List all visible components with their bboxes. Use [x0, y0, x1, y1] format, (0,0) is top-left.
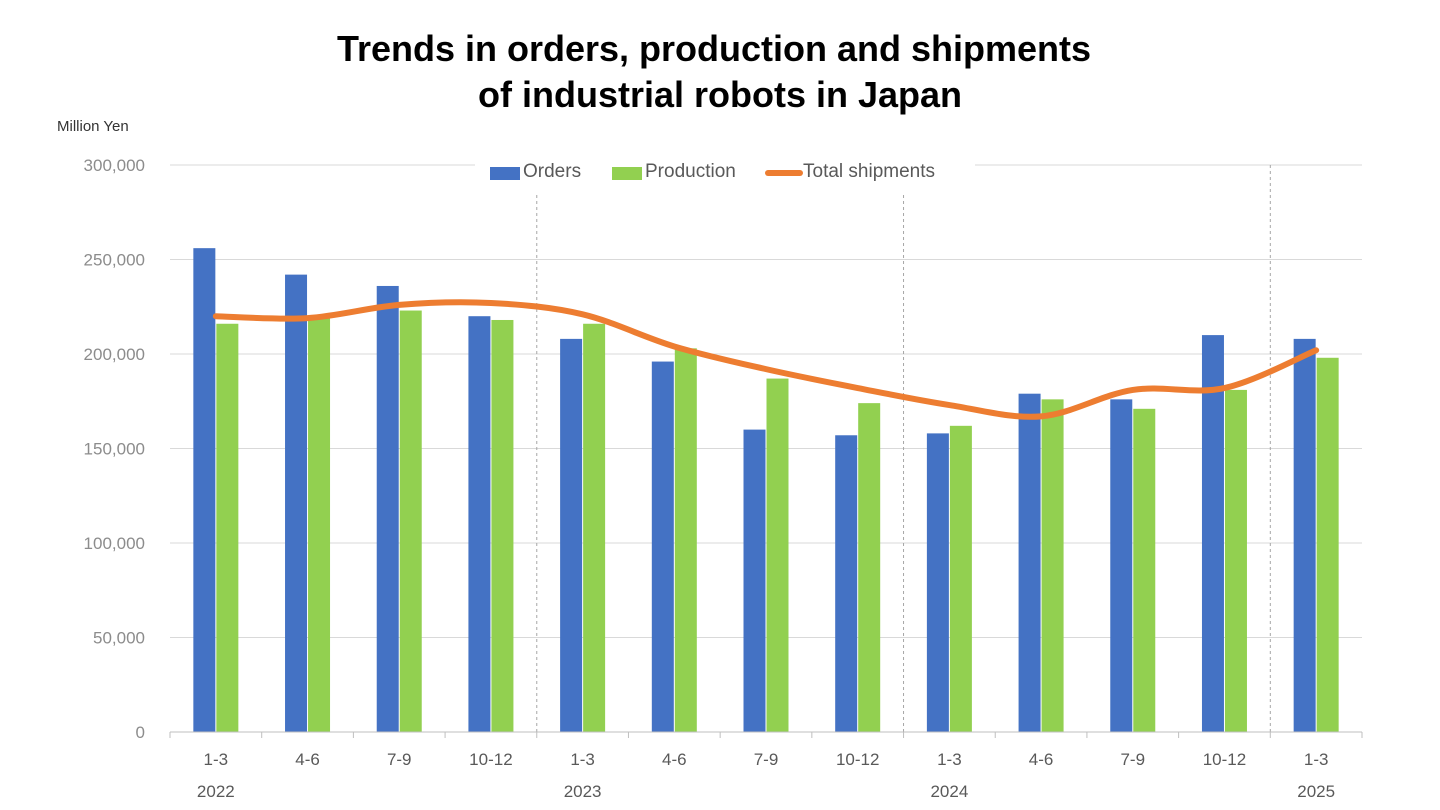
- y-tick-label: 250,000: [84, 251, 145, 270]
- bar-orders: [651, 361, 674, 732]
- y-tick-label: 150,000: [84, 440, 145, 459]
- y-tick-label: 300,000: [84, 156, 145, 175]
- x-tick-label: 7-9: [387, 750, 412, 769]
- y-axis-unit-label: Million Yen: [57, 118, 129, 135]
- bar-production: [674, 348, 697, 732]
- bar-orders: [1110, 399, 1133, 732]
- bar-orders: [193, 248, 216, 732]
- bar-production: [766, 378, 789, 732]
- x-tick-label: 10-12: [469, 750, 512, 769]
- bar-orders: [1201, 335, 1224, 732]
- bar-production: [491, 319, 514, 732]
- bar-orders: [376, 285, 399, 732]
- x-tick-label: 1-3: [204, 750, 229, 769]
- bar-production: [858, 403, 881, 732]
- shipments-line-group: [212, 299, 1320, 420]
- legend: Orders Production Total shipments: [475, 152, 975, 192]
- bar-production: [1316, 357, 1339, 732]
- x-tick-label: 4-6: [1029, 750, 1054, 769]
- year-label: 2022: [197, 782, 235, 801]
- bar-production: [1133, 408, 1156, 732]
- bar-orders: [835, 435, 858, 732]
- year-separators: [536, 165, 1271, 732]
- line-total-shipments: [212, 299, 1320, 420]
- bar-production: [216, 323, 239, 732]
- bar-production: [399, 310, 422, 732]
- year-label: 2025: [1297, 782, 1335, 801]
- chart-title-line-1: Trends in orders, production and shipmen…: [337, 28, 1091, 69]
- year-label: 2024: [930, 782, 968, 801]
- x-tick-label: 1-3: [570, 750, 595, 769]
- legend-label-total-shipments: Total shipments: [803, 161, 935, 182]
- x-tick-label: 10-12: [1203, 750, 1246, 769]
- y-tick-label: 0: [136, 723, 145, 742]
- legend-swatch-orders: [490, 167, 520, 180]
- gridlines: [170, 164, 1362, 638]
- y-tick-label: 50,000: [93, 629, 145, 648]
- y-tick-label: 100,000: [84, 534, 145, 553]
- bar-orders: [285, 274, 308, 732]
- bar-orders: [926, 433, 949, 732]
- bar-orders: [1018, 393, 1041, 732]
- year-label: 2023: [564, 782, 602, 801]
- bar-orders: [1293, 338, 1316, 732]
- bar-production: [583, 323, 606, 732]
- bar-orders: [743, 429, 766, 732]
- x-tick-label: 1-3: [1304, 750, 1329, 769]
- x-tick-label: 10-12: [836, 750, 879, 769]
- legend-background: [475, 152, 975, 192]
- x-tick-label: 7-9: [754, 750, 779, 769]
- chart-title-line-2: of industrial robots in Japan: [478, 74, 962, 115]
- y-tick-label: 200,000: [84, 345, 145, 364]
- x-tick-label: 1-3: [937, 750, 962, 769]
- bar-orders: [560, 338, 583, 732]
- bar-orders: [468, 316, 491, 732]
- x-tick-label: 7-9: [1120, 750, 1145, 769]
- legend-label-orders: Orders: [523, 161, 581, 182]
- axes: 0 50,000 100,000 150,000 200,000 250,000 300,0…: [84, 156, 1363, 801]
- x-tick-label: 4-6: [295, 750, 320, 769]
- bar-production: [1224, 389, 1247, 732]
- legend-label-production: Production: [645, 161, 736, 182]
- bar-production: [949, 425, 972, 732]
- legend-swatch-production: [612, 167, 642, 180]
- bars: [193, 248, 1339, 732]
- bar-production: [1041, 399, 1064, 732]
- bar-production: [308, 316, 331, 732]
- x-tick-label: 4-6: [662, 750, 687, 769]
